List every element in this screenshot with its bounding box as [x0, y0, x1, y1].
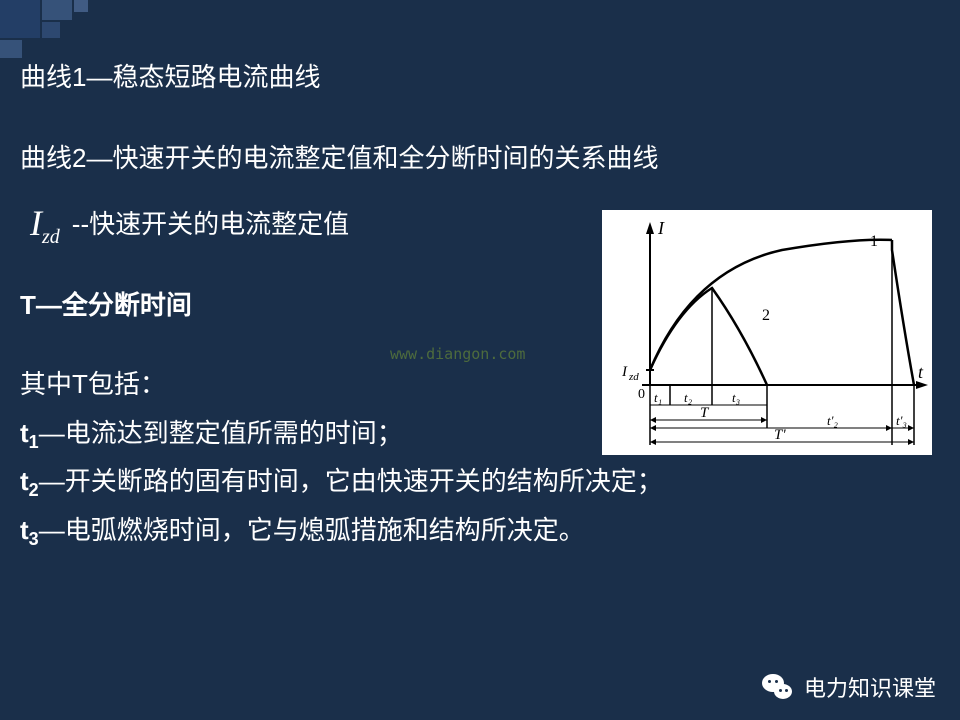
svg-text:t'₂: t'₂	[827, 413, 838, 428]
corner-decoration	[0, 0, 120, 60]
svg-text:T: T	[700, 405, 710, 421]
t3-item: t3—电弧燃烧时间，它与熄弧措施和结构所决定。	[20, 511, 940, 553]
svg-text:0: 0	[638, 387, 645, 402]
svg-text:t₁: t₁	[654, 390, 662, 405]
svg-text:I: I	[657, 218, 665, 238]
watermark-text: www.diangon.com	[390, 345, 525, 363]
current-time-diagram: I t I zd 0 1 2 t₁ t₂ t₃ T	[602, 210, 932, 455]
svg-text:t₃: t₃	[732, 390, 740, 405]
svg-text:I: I	[621, 364, 628, 380]
izd-description: --快速开关的电流整定值	[72, 205, 349, 244]
izd-symbol: Izd	[30, 196, 60, 252]
svg-text:T': T'	[774, 427, 786, 443]
curve2-definition: 曲线2—快速开关的电流整定值和全分断时间的关系曲线	[20, 139, 940, 178]
footer-text: 电力知识课堂	[804, 671, 936, 703]
curve1-definition: 曲线1—稳态短路电流曲线	[20, 58, 940, 97]
svg-text:1: 1	[870, 233, 878, 250]
svg-text:t: t	[918, 362, 924, 382]
wechat-icon	[760, 670, 794, 704]
svg-text:t₂: t₂	[684, 390, 693, 405]
footer-credit: 电力知识课堂	[760, 670, 936, 704]
svg-text:2: 2	[762, 307, 770, 324]
t2-item: t2—开关断路的固有时间，它由快速开关的结构所决定；	[20, 462, 940, 504]
svg-text:t'₃: t'₃	[896, 413, 907, 428]
svg-text:zd: zd	[628, 371, 639, 383]
